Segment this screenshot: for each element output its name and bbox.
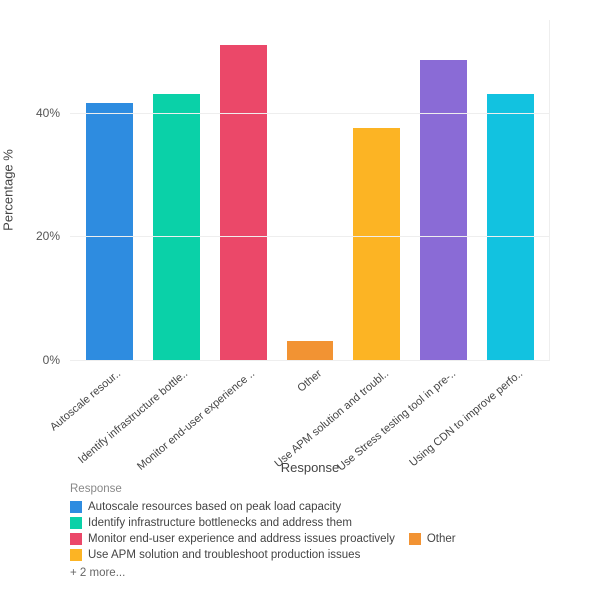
legend-item: Use APM solution and troubleshoot produc… [70, 549, 360, 561]
bar-slot: Use Stress testing tool in pre-.. [410, 20, 477, 360]
bar-slot: Monitor end-user experience .. [210, 20, 277, 360]
legend-item: Autoscale resources based on peak load c… [70, 501, 341, 513]
bar-slot: Use APM solution and troubl.. [343, 20, 410, 360]
legend-label: Other [427, 533, 456, 545]
y-tick-label: 0% [20, 353, 60, 367]
y-tick-label: 40% [20, 106, 60, 120]
legend-label: Use APM solution and troubleshoot produc… [88, 549, 360, 561]
bar [353, 128, 400, 360]
legend-item: Monitor end-user experience and address … [70, 533, 395, 545]
bar [487, 94, 534, 360]
legend-item: Identify infrastructure bottlenecks and … [70, 517, 352, 529]
bar-slot: Identify infrastructure bottle.. [143, 20, 210, 360]
bar [287, 341, 334, 360]
x-tick-label: Use APM solution and troubl.. [270, 365, 391, 470]
legend: Response Autoscale resources based on pe… [70, 483, 570, 579]
y-tick-label: 20% [20, 229, 60, 243]
grid-line [70, 113, 550, 114]
legend-swatch [70, 517, 82, 529]
bar [420, 60, 467, 360]
legend-label: Identify infrastructure bottlenecks and … [88, 517, 352, 529]
legend-swatch [409, 533, 421, 545]
legend-label: Monitor end-user experience and address … [88, 533, 395, 545]
legend-item: Other [409, 533, 456, 545]
bar-slot: Other [277, 20, 344, 360]
legend-label: Autoscale resources based on peak load c… [88, 501, 341, 513]
bar [153, 94, 200, 360]
x-tick-label: Using CDN to improve perfo.. [404, 365, 524, 470]
legend-title: Response [70, 483, 570, 495]
legend-more: + 2 more... [70, 567, 570, 579]
bar-slot: Using CDN to improve perfo.. [477, 20, 544, 360]
legend-swatch [70, 533, 82, 545]
x-tick-label: Use Stress testing tool in pre-.. [332, 365, 458, 474]
x-tick-label: Monitor end-user experience .. [133, 365, 258, 473]
bar-slot: Autoscale resour.. [76, 20, 143, 360]
bar-chart: Percentage % Autoscale resour..Identify … [0, 0, 600, 600]
legend-swatch [70, 501, 82, 513]
grid-line [70, 360, 550, 361]
legend-swatch [70, 549, 82, 561]
plot-area: Autoscale resour..Identify infrastructur… [70, 20, 550, 360]
y-axis-label: Percentage % [1, 149, 16, 231]
bars-container: Autoscale resour..Identify infrastructur… [70, 20, 550, 360]
x-tick-label: Other [293, 365, 324, 395]
grid-line [70, 236, 550, 237]
bar [86, 103, 133, 360]
bar [220, 45, 267, 360]
x-tick-label: Identify infrastructure bottle.. [74, 365, 191, 466]
